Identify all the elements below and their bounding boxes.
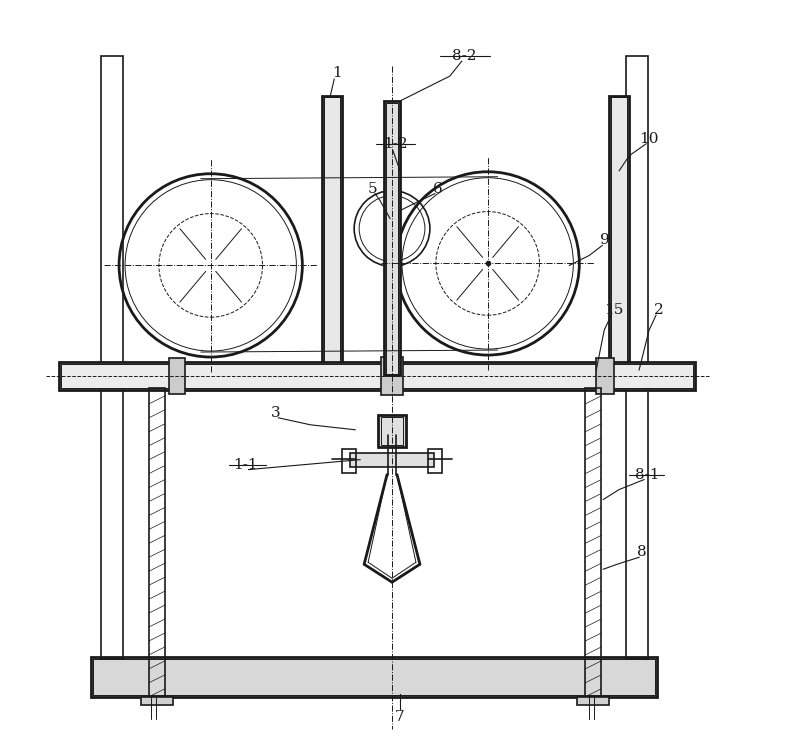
Bar <box>149 388 165 696</box>
Text: 10: 10 <box>639 132 659 146</box>
Text: 8-1: 8-1 <box>635 467 659 481</box>
Bar <box>386 103 398 374</box>
Bar <box>378 415 406 447</box>
Bar <box>611 97 627 369</box>
Bar <box>381 417 403 444</box>
Text: 3: 3 <box>270 406 280 420</box>
Bar <box>101 56 123 659</box>
Bar <box>322 96 342 370</box>
Bar <box>59 362 695 390</box>
Text: 1: 1 <box>332 66 342 80</box>
Text: 1-2: 1-2 <box>382 137 407 151</box>
Bar <box>342 449 356 472</box>
Text: 8-2: 8-2 <box>451 49 476 63</box>
Bar <box>626 56 648 659</box>
Bar <box>586 388 602 696</box>
Bar <box>381 357 403 395</box>
Bar <box>350 453 434 467</box>
Text: 9: 9 <box>600 234 610 248</box>
Bar <box>428 449 442 472</box>
Bar <box>384 101 400 375</box>
Bar <box>578 696 610 705</box>
Bar <box>324 97 340 369</box>
Bar <box>610 96 629 370</box>
Bar <box>93 659 655 695</box>
Bar <box>62 364 693 388</box>
Text: 6: 6 <box>433 182 442 196</box>
Bar <box>169 358 185 394</box>
Text: 7: 7 <box>395 710 405 724</box>
Text: 2: 2 <box>654 303 664 317</box>
Text: 15: 15 <box>605 303 624 317</box>
Text: 8: 8 <box>638 545 647 559</box>
Bar <box>596 358 614 394</box>
Text: 1-1: 1-1 <box>234 458 258 472</box>
Bar <box>141 696 173 705</box>
Text: 5: 5 <box>367 182 377 196</box>
Bar <box>91 657 657 696</box>
